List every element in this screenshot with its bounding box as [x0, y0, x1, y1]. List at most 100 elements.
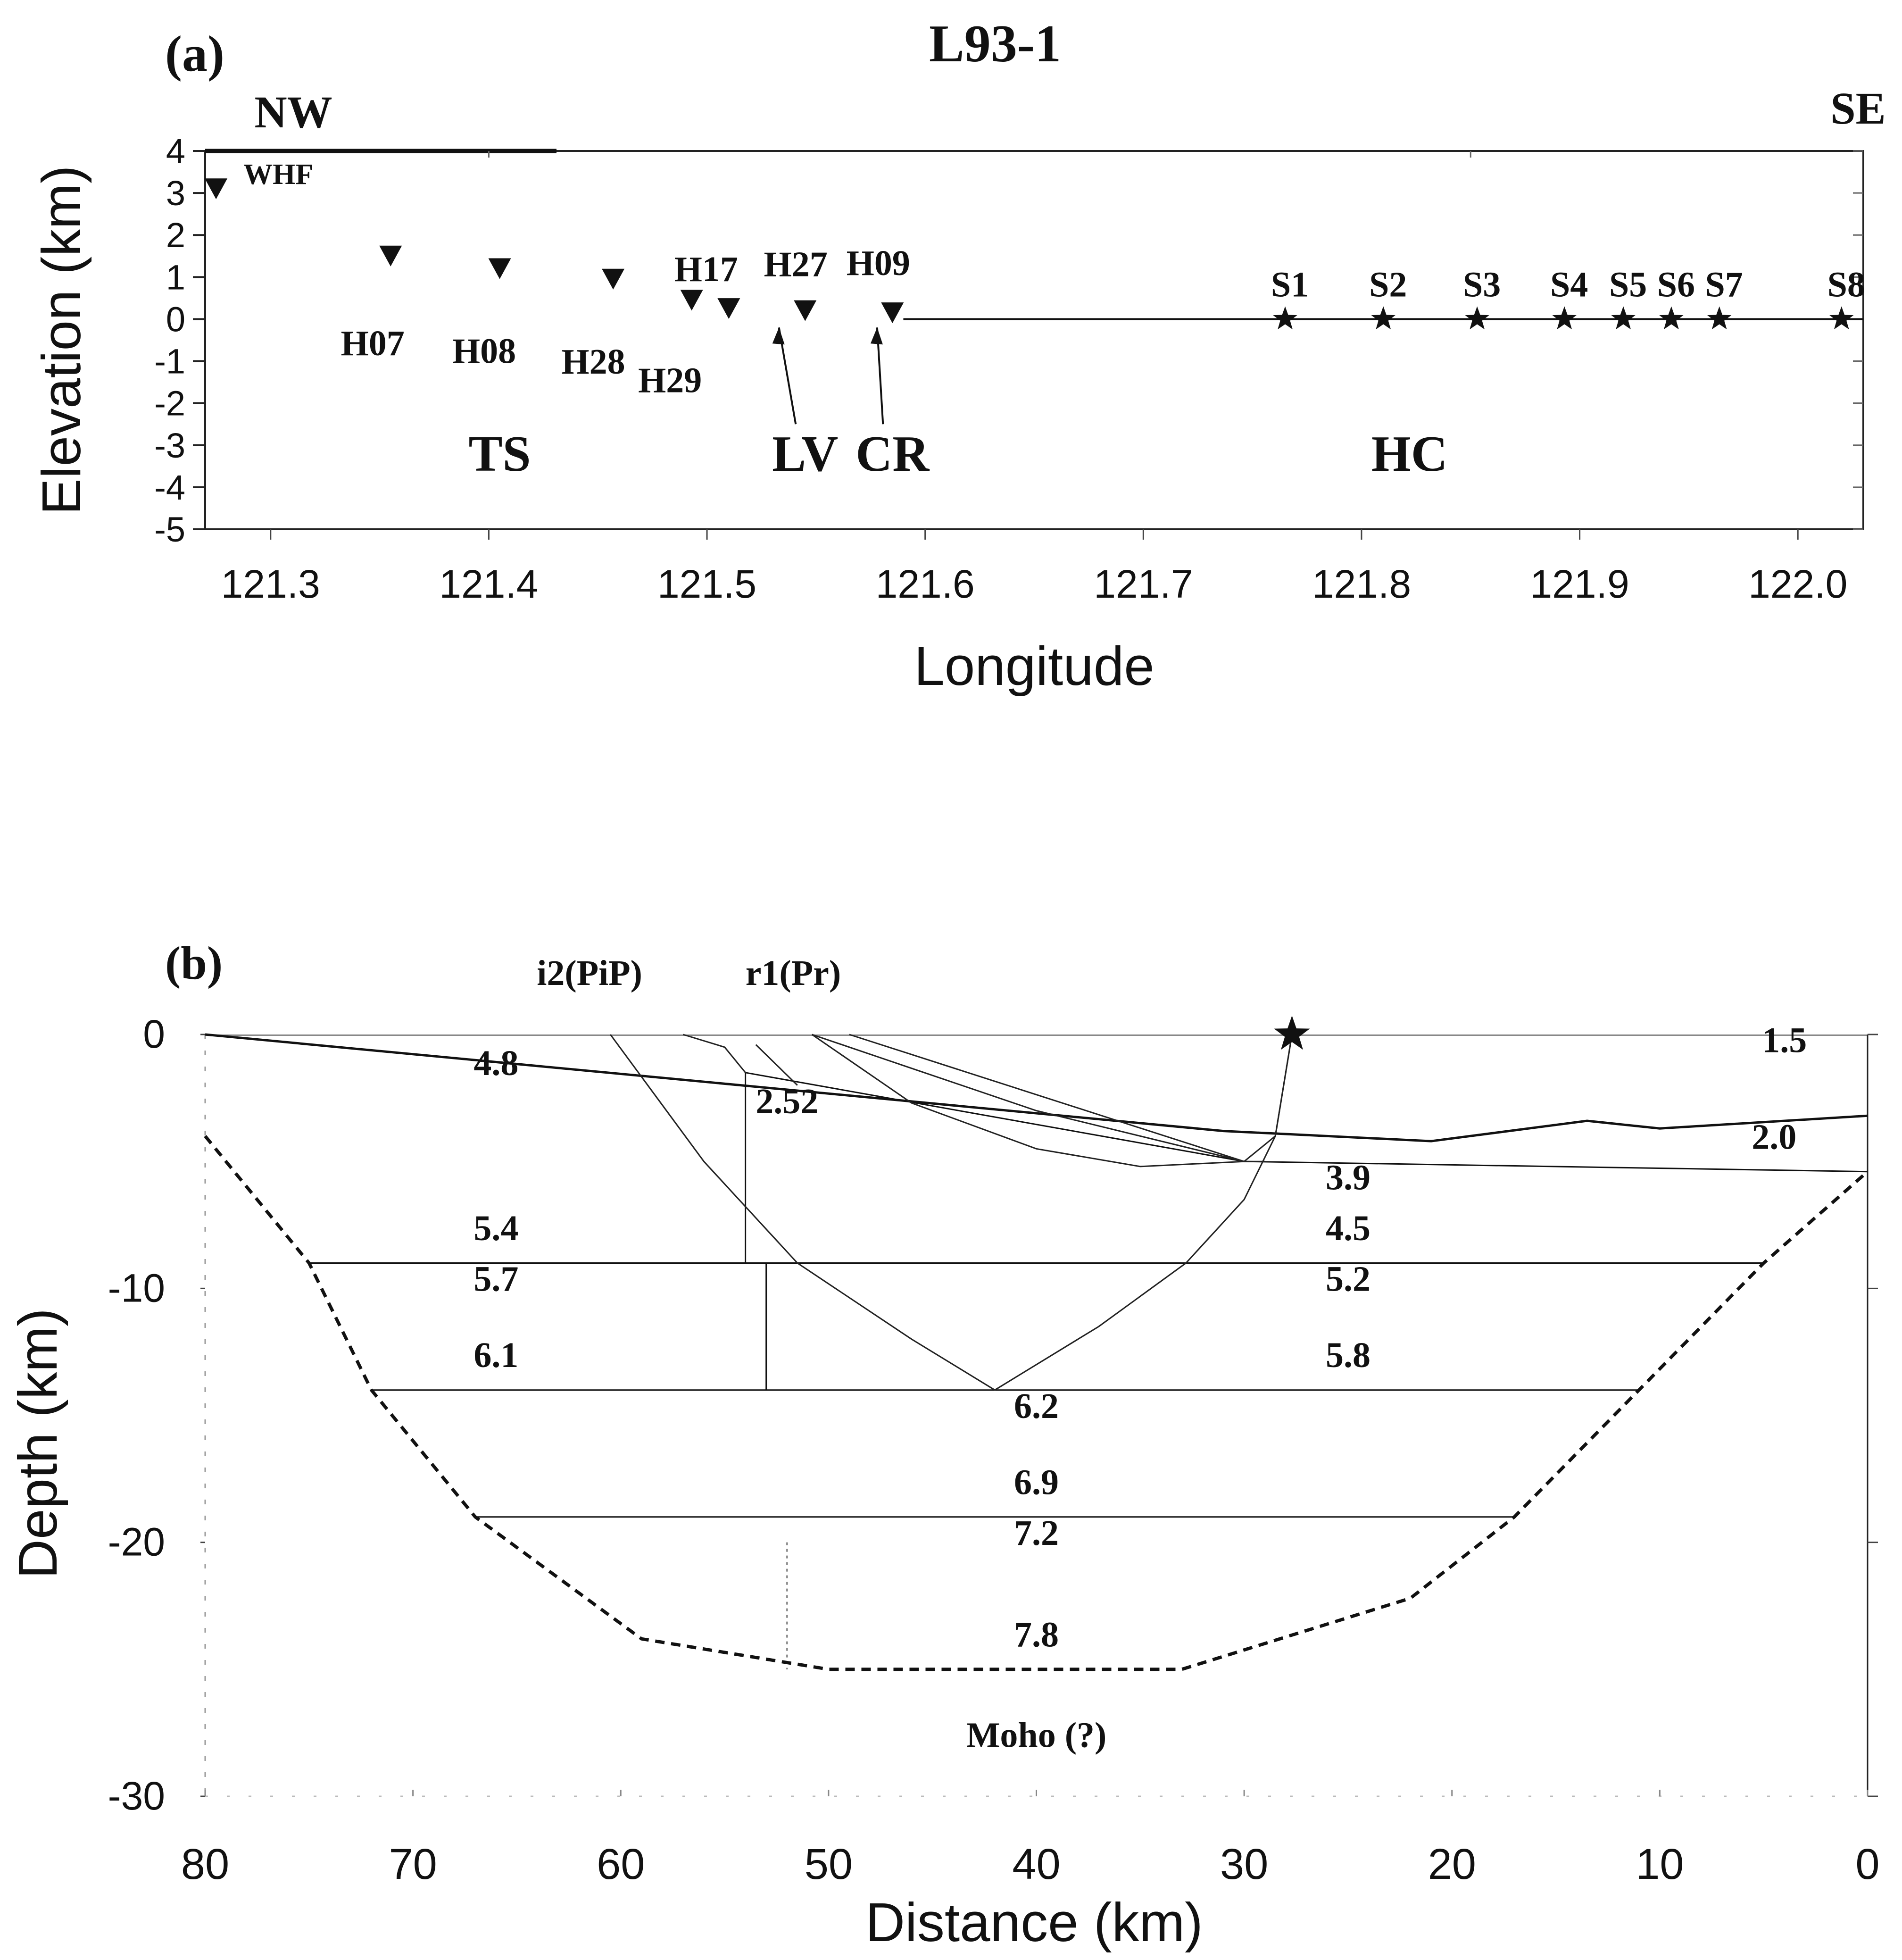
ray-path — [812, 1034, 1245, 1162]
figure-title: L93-1 — [929, 15, 1061, 73]
station-triangle-icon — [680, 290, 703, 311]
direction-se: SE — [1830, 83, 1885, 133]
velocity-label: 6.1 — [473, 1335, 518, 1375]
velocity-label: 2.0 — [1752, 1117, 1796, 1157]
station-triangle-icon — [717, 298, 740, 319]
shot-star-icon — [1659, 306, 1684, 330]
x-tick-label: 60 — [597, 1840, 645, 1888]
region-label: TS — [468, 426, 531, 482]
panel-b-x-axis-title: Distance (km) — [865, 1892, 1203, 1953]
station-label: H08 — [452, 332, 516, 371]
panel-b-tag: (b) — [165, 937, 223, 989]
station-triangle-icon — [794, 300, 817, 321]
y-tick-label: -2 — [154, 384, 185, 423]
panel-b-frame-top — [205, 1034, 1868, 1036]
ray-path — [682, 1034, 746, 1073]
x-tick-label: 10 — [1636, 1840, 1684, 1888]
arrow-head-icon — [772, 327, 785, 345]
station-triangle-icon — [881, 302, 904, 324]
velocity-label: 5.4 — [473, 1209, 518, 1248]
shot-label: S2 — [1369, 265, 1407, 304]
velocity-label: 6.9 — [1014, 1462, 1059, 1502]
velocity-label: 5.8 — [1326, 1335, 1370, 1375]
depth-panel: Depth (km) Distance (km) 0 -10 -20 -30 80 70 6… — [7, 953, 1880, 1953]
y-tick-label: -3 — [154, 426, 185, 465]
region-label: CR — [855, 426, 930, 482]
velocity-label: 7.8 — [1014, 1615, 1059, 1654]
station-label: H17 — [674, 250, 738, 289]
x-tick-label: 20 — [1428, 1840, 1476, 1888]
y-tick-label: 0 — [166, 300, 185, 339]
x-tick-label: 121.4 — [439, 562, 538, 606]
y-tick-label: 3 — [166, 174, 185, 213]
shot-label: S6 — [1657, 265, 1695, 304]
shot-label: S8 — [1827, 265, 1865, 304]
shot-star-icon — [1371, 306, 1395, 330]
shot-star-icon — [1552, 306, 1577, 330]
velocity-label: 3.9 — [1326, 1158, 1370, 1197]
shot-label: S7 — [1705, 265, 1743, 304]
shot-label: S3 — [1463, 265, 1501, 304]
shot-label: S4 — [1550, 265, 1588, 304]
station-triangle-icon — [379, 245, 402, 267]
y-tick-label: -1 — [154, 342, 185, 381]
ray-path — [811, 1034, 1265, 1168]
y-tick-label: 0 — [143, 1012, 165, 1056]
y-tick-label: 2 — [166, 216, 185, 255]
shot-star-icon — [1465, 306, 1489, 330]
shot-star-icon — [1273, 306, 1297, 330]
y-tick-label: 1 — [166, 258, 185, 297]
x-tick-label: 121.7 — [1094, 562, 1193, 606]
x-tick-label: 70 — [389, 1840, 437, 1888]
ray-label-i2: i2(PiP) — [537, 953, 642, 993]
source-star-icon — [1274, 1016, 1310, 1050]
y-tick-label: -4 — [154, 468, 185, 507]
ray-path — [849, 1034, 1293, 1162]
x-tick-label: 121.8 — [1312, 562, 1411, 606]
shot-label: S5 — [1609, 265, 1647, 304]
panel-a-y-axis-title: Elevation (km) — [31, 165, 92, 515]
y-tick-label: -5 — [154, 510, 185, 549]
shot-star-icon — [1707, 306, 1732, 330]
x-tick-label: 0 — [1855, 1840, 1879, 1888]
x-tick-label: 121.3 — [221, 562, 320, 606]
x-tick-label: 121.5 — [657, 562, 756, 606]
velocity-label: 4.8 — [473, 1043, 518, 1083]
moho-label: Moho (?) — [966, 1715, 1107, 1755]
station-label: H29 — [638, 360, 702, 400]
region-label: HC — [1371, 426, 1448, 482]
velocity-label: 4.5 — [1326, 1209, 1370, 1248]
label-pointer — [755, 1044, 798, 1086]
panel-b-y-axis-title: Depth (km) — [7, 1308, 68, 1579]
panel-a-tag: (a) — [165, 26, 224, 82]
velocity-label: 7.2 — [1014, 1513, 1059, 1553]
y-tick-label: 4 — [166, 132, 185, 171]
station-label: WHF — [243, 158, 313, 191]
shot-label: S1 — [1271, 265, 1309, 304]
x-tick-label: 122.0 — [1748, 562, 1847, 606]
shot-star-icon — [1611, 306, 1636, 330]
x-tick-label: 121.9 — [1530, 562, 1629, 606]
ray-path — [609, 1034, 1293, 1391]
station-label: H07 — [341, 324, 405, 363]
velocity-label: 5.2 — [1326, 1259, 1370, 1299]
x-tick-label: 30 — [1220, 1840, 1268, 1888]
station-label: H28 — [562, 342, 625, 382]
station-label: H27 — [764, 245, 828, 284]
x-tick-label: 50 — [805, 1840, 853, 1888]
panel-a-frame — [204, 150, 1864, 530]
y-tick-label: -20 — [108, 1520, 165, 1564]
velocity-label: 6.2 — [1014, 1386, 1059, 1426]
velocity-label: 2.52 — [756, 1082, 818, 1121]
station-triangle-icon — [205, 178, 228, 200]
direction-nw: NW — [254, 87, 332, 137]
region-label: LV — [772, 426, 838, 482]
y-tick-label: -10 — [108, 1266, 165, 1310]
y-tick-label: -30 — [108, 1774, 165, 1818]
x-tick-label: 80 — [181, 1840, 229, 1888]
x-tick-label: 40 — [1012, 1840, 1060, 1888]
arrow-head-icon — [870, 327, 883, 345]
velocity-label: 1.5 — [1762, 1021, 1807, 1060]
shot-star-icon — [1829, 306, 1854, 330]
